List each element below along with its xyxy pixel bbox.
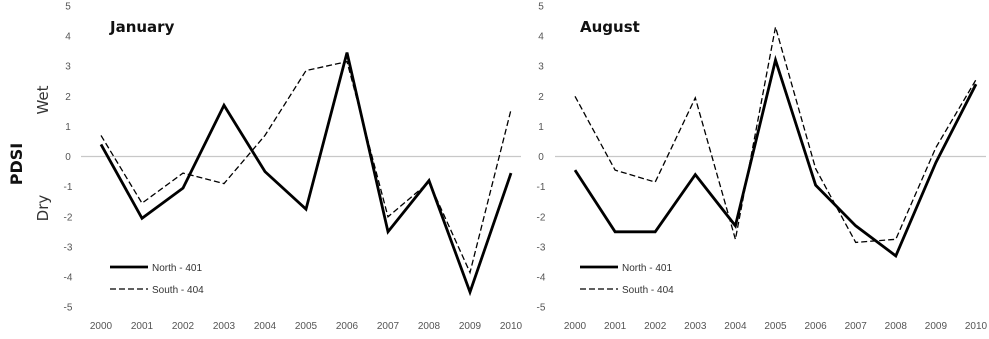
- series-line-north-401: [573, 54, 978, 259]
- legend-label-south: South - 404: [152, 285, 204, 296]
- x-tick-label: 2009: [459, 321, 482, 332]
- x-tick-label: 2004: [254, 321, 277, 332]
- series-line-south-404: [574, 26, 977, 244]
- y-tick-label: 2: [65, 92, 71, 103]
- august-panel: -5 -4 -3 -2 -1 0 1 2 3 4 5 2000 2001 2002 2003 2004 2005…: [537, 1, 988, 332]
- panel-title: August: [580, 18, 640, 36]
- x-tick-label: 2002: [644, 321, 667, 332]
- y-tick-label: 0: [65, 152, 71, 163]
- x-tick-label: 2002: [172, 321, 195, 332]
- y-tick-label: 1: [538, 122, 544, 133]
- y-tick-label: -5: [64, 303, 73, 314]
- y-tick-label: -1: [64, 182, 73, 193]
- x-tick-label: 2001: [131, 321, 154, 332]
- x-tick-label: 2010: [965, 321, 988, 332]
- y-tick-label: 3: [538, 62, 544, 73]
- x-tick-label: 2005: [295, 321, 318, 332]
- legend-label-north: North - 401: [622, 263, 672, 274]
- y-tick-label: -1: [537, 182, 546, 193]
- y-tick-label: 3: [65, 62, 71, 73]
- y-tick-label: -3: [537, 242, 546, 253]
- x-tick-label: 2000: [90, 321, 113, 332]
- x-tick-label: 2000: [564, 321, 587, 332]
- y-tick-label: -2: [64, 212, 73, 223]
- y-axis-label: PDSI: [7, 143, 26, 185]
- y-tick-label: 5: [65, 1, 71, 12]
- series-line-north-401: [99, 52, 513, 297]
- x-tick-label: 2001: [604, 321, 627, 332]
- x-tick-label: 2003: [213, 321, 236, 332]
- x-tick-label: 2008: [418, 321, 441, 332]
- series-line-south-404: [100, 60, 512, 275]
- x-tick-label: 2003: [684, 321, 707, 332]
- x-tick-label: 2010: [500, 321, 523, 332]
- x-tick-label: 2006: [336, 321, 359, 332]
- x-tick-label: 2004: [724, 321, 747, 332]
- panel-title: January: [109, 18, 175, 36]
- y-tick-label: 4: [65, 32, 71, 43]
- y-tick-label: -4: [64, 273, 73, 284]
- wet-label: Wet: [34, 85, 52, 114]
- y-tick-label: -4: [537, 273, 546, 284]
- y-tick-label: 4: [538, 32, 544, 43]
- legend-label-north: North - 401: [152, 263, 202, 274]
- january-panel: -5 -4 -3 -2 -1 0 1 2 3 4 5 2000 2001 2002 2003 2004 2005…: [64, 1, 523, 332]
- x-tick-label: 2007: [377, 321, 400, 332]
- y-tick-label: 1: [65, 122, 71, 133]
- y-tick-label: 0: [538, 152, 544, 163]
- y-tick-label: -3: [64, 242, 73, 253]
- x-tick-label: 2009: [925, 321, 948, 332]
- x-tick-label: 2007: [845, 321, 868, 332]
- y-tick-label: -2: [537, 212, 546, 223]
- dry-label: Dry: [34, 195, 52, 222]
- y-tick-label: -5: [537, 303, 546, 314]
- legend-label-south: South - 404: [622, 285, 674, 296]
- y-tick-label: 5: [538, 1, 544, 12]
- x-tick-label: 2008: [885, 321, 908, 332]
- y-tick-label: 2: [538, 92, 544, 103]
- x-tick-label: 2006: [804, 321, 827, 332]
- x-tick-label: 2005: [764, 321, 787, 332]
